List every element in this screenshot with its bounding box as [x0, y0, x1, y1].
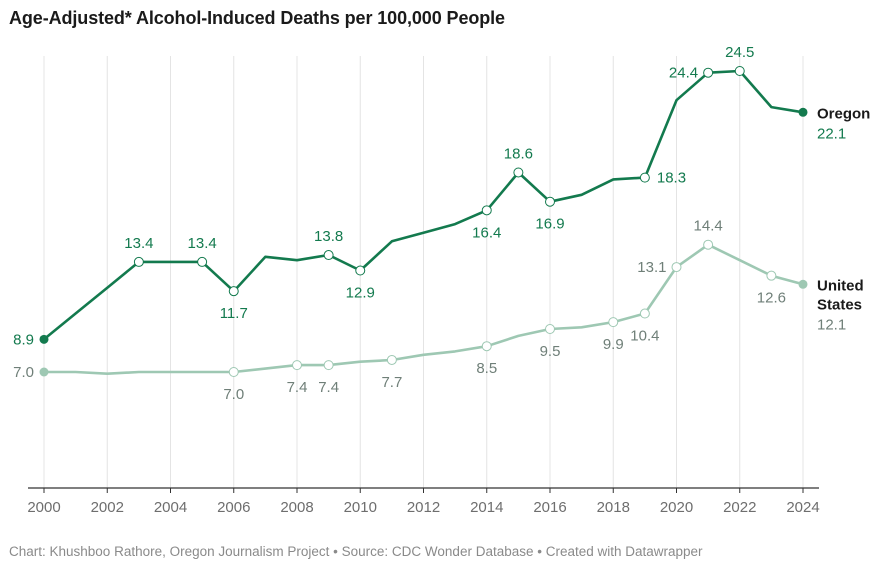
- data-label: 10.4: [630, 328, 659, 345]
- data-point: [545, 196, 555, 207]
- series-lines: [39, 66, 808, 377]
- x-tick-label: 2022: [723, 499, 756, 516]
- data-label: 13.8: [314, 228, 343, 245]
- series-end-value: 22.1: [817, 125, 846, 142]
- x-tick-label: 2016: [533, 499, 566, 516]
- data-point: [545, 324, 555, 334]
- x-tick-label: 2018: [597, 499, 630, 516]
- data-label: 9.5: [540, 343, 561, 360]
- data-point: [292, 360, 302, 371]
- data-point: [481, 205, 492, 216]
- data-point: [228, 286, 239, 297]
- data-point: [703, 239, 714, 250]
- data-label: 18.3: [657, 170, 686, 187]
- data-label: 24.4: [669, 65, 698, 82]
- series-start-point: [39, 367, 49, 377]
- data-point: [703, 67, 714, 78]
- series-end-point: [798, 107, 808, 117]
- data-point: [671, 262, 682, 273]
- series-name-label: States: [817, 296, 862, 313]
- series-end-value: 12.1: [817, 316, 846, 333]
- chart-footer: Chart: Khushboo Rathore, Oregon Journali…: [9, 544, 703, 559]
- data-label: 7.7: [381, 374, 402, 391]
- x-tick-label: 2008: [280, 499, 313, 516]
- data-point: [355, 265, 366, 276]
- series-name-label: Oregon: [817, 105, 870, 122]
- data-point: [481, 341, 492, 352]
- data-point: [133, 256, 144, 267]
- data-label: 7.0: [223, 386, 244, 403]
- data-point: [639, 172, 650, 183]
- data-point: [608, 317, 619, 328]
- data-point: [513, 167, 524, 178]
- data-label: 18.6: [504, 145, 533, 162]
- x-tick-label: 2010: [344, 499, 377, 516]
- data-label: 16.9: [535, 216, 564, 233]
- data-point: [228, 367, 239, 377]
- x-tick-label: 2014: [470, 499, 503, 516]
- data-label: 8.5: [476, 360, 497, 377]
- x-tick-label: 2020: [660, 499, 693, 516]
- x-axis: 2000 2002 2004 2006 2008 2010 2012 2014 2016 2018…: [27, 487, 820, 516]
- series-end-point: [798, 279, 808, 289]
- chart-title: Age-Adjusted* Alcohol-Induced Deaths per…: [9, 8, 505, 28]
- x-tick-label: 2002: [91, 499, 124, 516]
- data-label: 13.4: [188, 235, 217, 252]
- data-point: [386, 354, 397, 365]
- data-label: 9.9: [603, 336, 624, 353]
- data-point: [639, 308, 650, 319]
- data-label: 13.4: [124, 235, 153, 252]
- x-tick-label: 2012: [407, 499, 440, 516]
- data-label: 14.4: [694, 218, 723, 235]
- x-tick-label: 2000: [27, 499, 60, 516]
- data-label: 7.0: [13, 364, 34, 381]
- data-label: 7.4: [287, 379, 308, 396]
- series-line-oregon: [42, 69, 805, 341]
- series-name-label: United: [817, 277, 864, 294]
- data-point: [323, 360, 334, 371]
- data-label: 7.4: [318, 379, 339, 396]
- data-point: [197, 256, 208, 267]
- data-point: [734, 66, 745, 76]
- data-label: 12.6: [757, 290, 786, 307]
- data-label: 8.9: [13, 331, 34, 348]
- series-start-point: [39, 334, 49, 344]
- data-point: [323, 250, 334, 261]
- x-tick-label: 2024: [786, 499, 819, 516]
- data-label: 13.1: [637, 259, 666, 276]
- x-tick-label: 2006: [217, 499, 250, 516]
- data-label: 24.5: [725, 44, 754, 61]
- data-point: [766, 270, 777, 281]
- gridlines: [43, 56, 804, 488]
- data-label: 12.9: [346, 285, 375, 302]
- x-tick-label: 2004: [154, 499, 187, 516]
- data-label: 11.7: [220, 305, 248, 322]
- data-labels: 8.9 13.4 13.4 11.7 13.8 12.9 16.4 18.6 16.9 18.3 2…: [13, 44, 870, 403]
- data-label: 16.4: [472, 224, 501, 241]
